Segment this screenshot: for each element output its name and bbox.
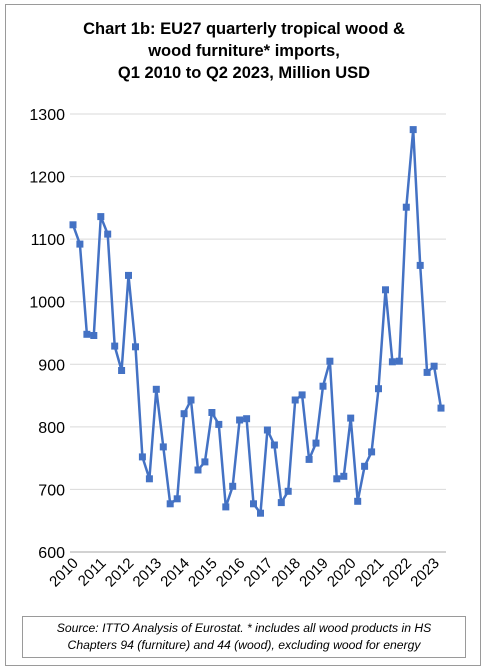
data-point xyxy=(333,475,341,483)
data-point xyxy=(319,382,327,390)
title-line-3: Q1 2010 to Q2 2023, Million USD xyxy=(117,64,371,82)
data-point xyxy=(437,404,445,412)
data-point xyxy=(354,497,362,505)
x-tick-label: 2019 xyxy=(296,555,332,591)
data-point xyxy=(305,455,313,463)
data-point xyxy=(201,458,209,466)
data-point xyxy=(173,495,181,503)
data-point xyxy=(312,439,320,447)
data-point xyxy=(430,362,438,370)
data-point xyxy=(395,357,403,365)
chart-title: Chart 1b: EU27 quarterly tropical wood &… xyxy=(0,18,488,84)
y-tick-label: 800 xyxy=(38,420,65,437)
x-tick-label: 2013 xyxy=(130,555,166,591)
data-point xyxy=(277,499,285,507)
data-point xyxy=(298,391,306,399)
data-point xyxy=(347,414,355,422)
data-point xyxy=(145,475,153,483)
data-point xyxy=(104,230,112,238)
source-line-1: Source: ITTO Analysis of Eurostat. * inc… xyxy=(56,621,432,635)
x-tick-label: 2011 xyxy=(75,555,110,590)
x-tick-label: 2014 xyxy=(157,555,193,591)
data-point xyxy=(382,286,389,294)
data-point xyxy=(111,342,119,350)
y-tick-label: 900 xyxy=(38,357,65,374)
data-point xyxy=(340,472,348,480)
data-point xyxy=(138,453,146,461)
data-point xyxy=(243,415,251,423)
data-point xyxy=(83,330,91,338)
x-tick-label: 2022 xyxy=(379,555,415,591)
data-point xyxy=(236,416,244,424)
x-tick-label: 2016 xyxy=(213,555,249,591)
data-point xyxy=(388,358,396,366)
source-note: Source: ITTO Analysis of Eurostat. * inc… xyxy=(22,616,466,658)
data-point xyxy=(90,332,98,339)
y-tick-label: 1200 xyxy=(29,170,65,187)
data-point xyxy=(423,368,431,376)
data-point xyxy=(194,466,202,474)
y-tick-label: 1000 xyxy=(29,295,65,312)
data-point xyxy=(368,448,376,456)
data-point xyxy=(250,500,257,508)
title-line-2: wood furniture* imports, xyxy=(148,42,340,60)
data-point xyxy=(208,409,216,416)
title-line-1: Chart 1b: EU27 quarterly tropical wood & xyxy=(83,20,405,38)
y-tick-label: 600 xyxy=(38,545,65,562)
data-point xyxy=(229,482,237,490)
x-tick-label: 2020 xyxy=(324,555,360,591)
y-tick-label: 1300 xyxy=(29,107,65,124)
data-point xyxy=(132,343,139,351)
x-tick-label: 2017 xyxy=(241,555,277,591)
data-point xyxy=(222,503,230,511)
data-point xyxy=(118,367,126,374)
data-point xyxy=(76,240,84,248)
data-point xyxy=(263,426,271,434)
x-tick-label: 2021 xyxy=(352,555,388,591)
series-line xyxy=(71,128,443,515)
data-point xyxy=(409,126,417,134)
data-point xyxy=(402,203,410,211)
data-point xyxy=(166,500,174,508)
data-point xyxy=(152,385,160,393)
data-point xyxy=(284,487,292,495)
x-tick-label: 2018 xyxy=(268,555,304,591)
data-point xyxy=(257,509,264,517)
data-point xyxy=(97,213,105,221)
data-point xyxy=(326,357,334,365)
data-point xyxy=(125,271,132,279)
data-point xyxy=(270,441,278,449)
x-tick-label: 2015 xyxy=(185,555,221,591)
x-tick-label: 2023 xyxy=(407,555,443,591)
data-point xyxy=(375,385,382,393)
data-point xyxy=(361,462,369,470)
data-point xyxy=(187,396,195,404)
data-point xyxy=(215,420,223,428)
data-point xyxy=(159,443,167,451)
data-point xyxy=(180,410,188,418)
data-point xyxy=(291,396,299,404)
x-tick-label: 2012 xyxy=(102,555,138,591)
source-line-2: Chapters 94 (furniture) and 44 (wood), e… xyxy=(67,638,421,652)
data-point xyxy=(69,221,77,229)
y-tick-label: 700 xyxy=(38,482,65,499)
y-tick-label: 1100 xyxy=(31,232,66,249)
data-point xyxy=(416,261,424,269)
